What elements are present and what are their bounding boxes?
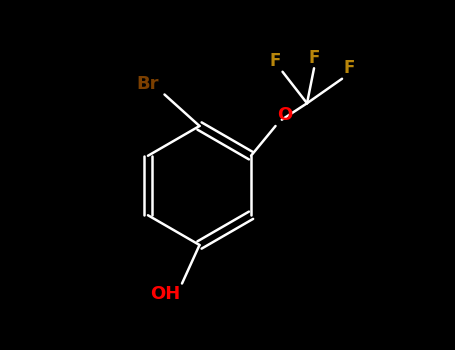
Text: O: O — [277, 106, 293, 124]
Text: Br: Br — [137, 75, 159, 93]
Text: F: F — [344, 59, 355, 77]
Text: F: F — [308, 49, 320, 66]
Text: F: F — [269, 52, 281, 70]
Text: OH: OH — [150, 285, 180, 303]
